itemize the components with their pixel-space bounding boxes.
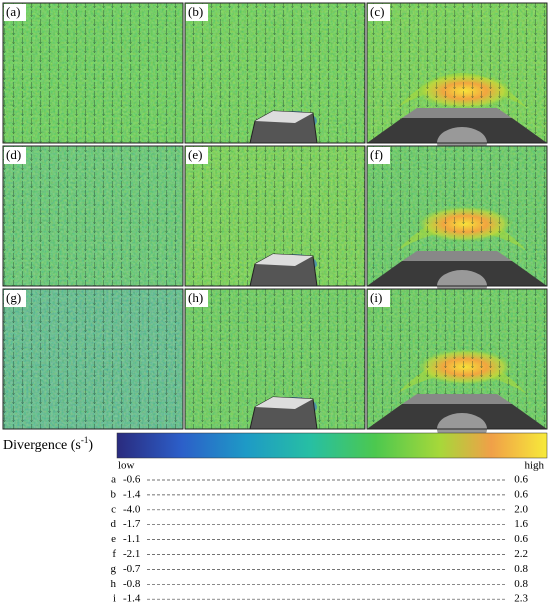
panel-tag: (f) [370, 147, 383, 162]
row-low: -2.1 [123, 548, 140, 560]
row-letter: b [111, 488, 117, 500]
model-top [402, 108, 512, 118]
panel-tag-box [186, 147, 208, 164]
panel-tag: (g) [6, 290, 21, 305]
panel-tag-box [4, 290, 26, 307]
row-low: -1.4 [123, 593, 141, 605]
row-low: -1.4 [123, 488, 141, 500]
vector-field [3, 3, 183, 143]
colorbar-high: high [524, 460, 544, 472]
panel-tag: (e) [188, 147, 202, 162]
model-top [402, 251, 512, 261]
panel: (c) [366, 2, 548, 159]
row-high: 0.6 [514, 474, 528, 486]
row-letter: e [111, 533, 116, 545]
row-low: -4.0 [123, 503, 141, 515]
row-low: -0.6 [123, 474, 141, 486]
row-letter: d [111, 518, 117, 530]
panel-tag-box [4, 4, 26, 21]
row-high: 1.6 [514, 518, 528, 530]
model-top [255, 397, 313, 409]
row-low: -1.1 [123, 533, 140, 545]
model-top [255, 111, 313, 123]
row-letter: g [111, 563, 117, 575]
panel-tag: (i) [370, 290, 382, 305]
panel-border [184, 145, 366, 287]
row-high: 0.8 [514, 563, 528, 575]
row-letter: f [112, 548, 116, 560]
row-high: 2.3 [514, 593, 528, 605]
panel-grid: (a) (b) (c) (d) (e) (f) (g) (h) (i) [2, 2, 548, 445]
panel-tag-box [186, 4, 208, 21]
panel-tag: (c) [370, 4, 384, 19]
colorbar-low: low [118, 460, 135, 472]
panel-border [184, 288, 366, 430]
row-high: 2.2 [514, 548, 528, 560]
row-high: 2.0 [514, 503, 528, 515]
panel-tag: (h) [188, 290, 203, 305]
panel-tag-box [368, 290, 390, 307]
panel-border [2, 145, 184, 287]
panel-tag: (a) [6, 4, 20, 19]
panel-tag: (b) [188, 4, 203, 19]
row-high: 0.8 [514, 578, 528, 590]
row-high: 0.6 [514, 488, 528, 500]
panel-tag: (d) [6, 147, 21, 162]
panel: (e) [184, 145, 366, 287]
vector-field [3, 289, 183, 429]
row-letter: c [111, 503, 116, 515]
panel: (d) [2, 145, 184, 287]
model-top [255, 254, 313, 266]
row-letter: h [111, 578, 117, 590]
range-table: a -0.6 0.6 b -1.4 0.6 c -4.0 2.0 d -1.7 1.6 e -1.1 0.6… [111, 474, 529, 605]
colorbar-label: Divergence (s-1) [3, 435, 93, 453]
panel: (a) [2, 2, 184, 144]
vector-field [3, 146, 183, 286]
panel-tag-box [186, 290, 208, 307]
row-low: -0.7 [123, 563, 141, 575]
panel-tag-box [4, 147, 26, 164]
panel-border [366, 288, 548, 430]
panel: (f) [366, 145, 548, 302]
panel-tag-box [368, 4, 390, 21]
panel: (b) [184, 2, 366, 144]
row-low: -0.8 [123, 578, 141, 590]
panel: (i) [366, 288, 548, 445]
panel-border [2, 288, 184, 430]
panel-border [2, 2, 184, 144]
row-letter: a [111, 474, 116, 486]
model-top [402, 394, 512, 404]
panel-border [184, 2, 366, 144]
panel-border [366, 2, 548, 144]
row-high: 0.6 [514, 533, 528, 545]
colorbar [116, 432, 548, 459]
row-low: -1.7 [123, 518, 141, 530]
panel-border [366, 145, 548, 287]
panel-tag-box [368, 147, 390, 164]
panel: (g) [2, 288, 184, 430]
panel: (h) [184, 288, 366, 430]
row-letter: i [113, 593, 116, 605]
